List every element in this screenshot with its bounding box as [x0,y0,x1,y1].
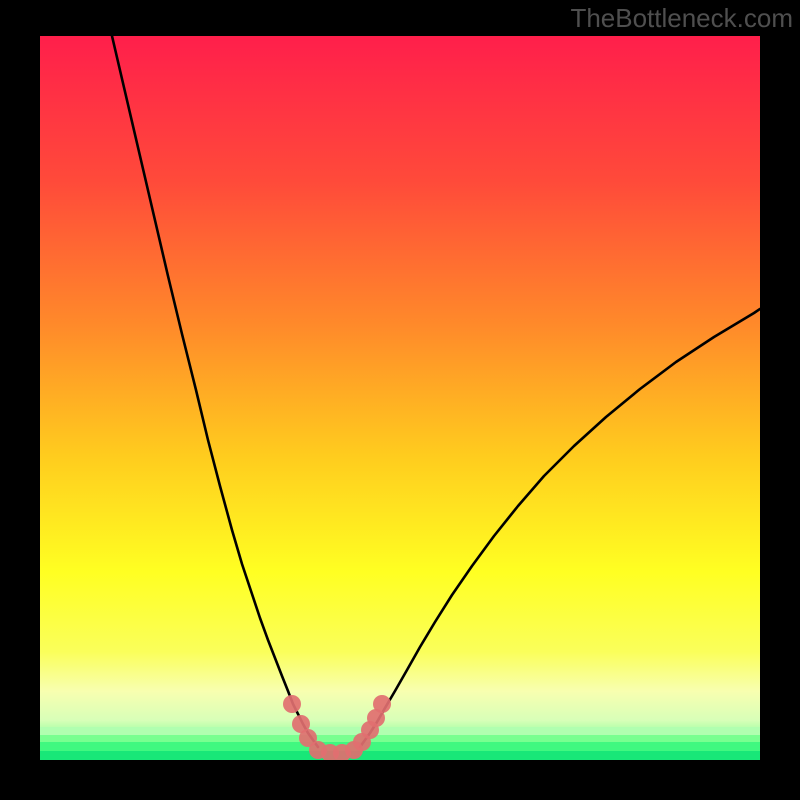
curve-right [360,309,760,747]
marker-group [283,695,391,760]
marker-dot [373,695,391,713]
bottleneck-curve [40,36,760,760]
plot-area [40,36,760,760]
marker-dot [283,695,301,713]
watermark-text: TheBottleneck.com [570,3,793,34]
curve-left [112,36,318,747]
